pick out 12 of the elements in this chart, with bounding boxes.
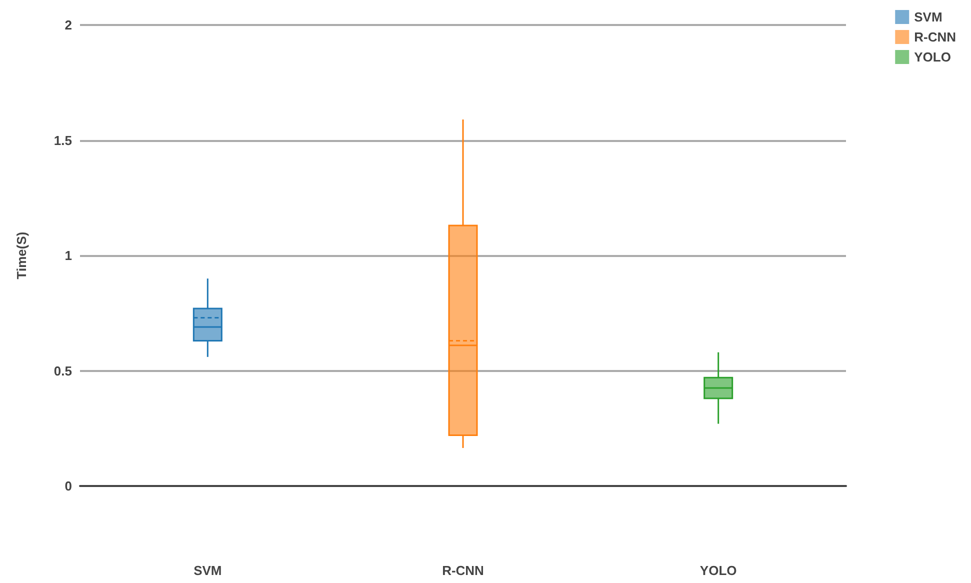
legend-label: R-CNN	[914, 30, 956, 44]
y-tick-label: 1.5	[54, 132, 72, 148]
legend-label: YOLO	[914, 50, 951, 64]
y-tick-label: 1	[64, 248, 72, 263]
x-tick-label: R-CNN	[442, 563, 484, 578]
y-axis-title: Time(S)	[14, 232, 29, 280]
x-tick-label: SVM	[194, 563, 222, 578]
y-tick-label: 2	[64, 18, 72, 32]
y-tick-label: 0	[64, 478, 72, 494]
legend-label: SVM	[914, 10, 942, 24]
y-tick-label: 0.5	[54, 363, 72, 378]
x-tick-label: YOLO	[700, 563, 737, 578]
